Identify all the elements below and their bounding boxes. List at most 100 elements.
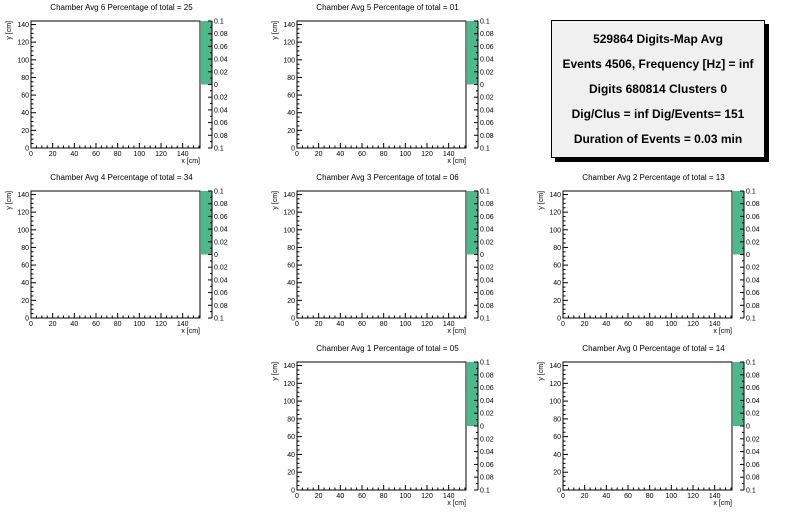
z-tick-label: 0.04: [480, 107, 494, 114]
z-tick-label: 0: [746, 252, 750, 259]
x-tick-label: 100: [133, 321, 145, 328]
chamber-map-1: Chamber Avg 5 Percentage of total = 01 0 2…: [272, 3, 494, 165]
chart-title: Chamber Avg 2 Percentage of total = 13: [582, 173, 725, 182]
x-tick-label: 100: [133, 151, 145, 158]
y-tick-label: 120: [283, 40, 295, 47]
x-tick-label: 40: [70, 151, 78, 158]
palette-fill: [733, 191, 744, 255]
y-tick-label: 20: [287, 128, 295, 135]
x-tick-label: 20: [581, 321, 589, 328]
y-tick-label: 20: [21, 128, 29, 135]
palette-fill: [733, 362, 744, 426]
z-tick-label: 0.08: [214, 31, 228, 38]
x-tick-label: 60: [358, 321, 366, 328]
x-axis-label: x [cm]: [181, 328, 200, 335]
y-tick-label: 0: [291, 316, 295, 323]
x-tick-label: 140: [443, 493, 455, 500]
plot-frame: [562, 361, 733, 491]
z-tick-label: 0.1: [480, 146, 490, 153]
x-tick-label: 120: [421, 321, 433, 328]
palette-fill: [467, 191, 478, 255]
x-tick-label: 80: [646, 321, 654, 328]
x-tick-label: 0: [29, 321, 33, 328]
z-tick-label: 0.04: [480, 227, 494, 234]
info-digits: Digits 680814 Clusters 0: [588, 82, 728, 96]
x-tick-label: 120: [155, 321, 167, 328]
chamber-map-0: Chamber Avg 6 Percentage of total = 25 0 2…: [6, 3, 228, 165]
z-tick-label: 0.04: [746, 449, 760, 456]
z-tick-label: 0.1: [746, 316, 756, 323]
y-tick-label: 120: [17, 210, 29, 217]
x-tick-label: 20: [315, 321, 323, 328]
x-tick-label: 80: [380, 151, 388, 158]
z-tick-label: 0.04: [480, 277, 494, 284]
y-axis-label: y [cm]: [272, 362, 279, 381]
z-tick-label: 0.02: [746, 239, 760, 246]
x-tick-label: 80: [380, 493, 388, 500]
x-tick-label: 100: [399, 321, 411, 328]
y-tick-label: 120: [549, 210, 561, 217]
y-axis-label: y [cm]: [538, 362, 545, 381]
y-tick-label: 40: [553, 280, 561, 287]
x-tick-label: 120: [687, 493, 699, 500]
z-tick-label: 0.04: [480, 449, 494, 456]
x-tick-label: 140: [177, 151, 189, 158]
z-tick-label: 0.08: [480, 201, 494, 208]
plot-frame: [30, 20, 201, 149]
x-tick-label: 0: [561, 321, 565, 328]
z-tick-label: 0.02: [746, 436, 760, 443]
z-tick-label: 0.06: [480, 385, 494, 392]
z-tick-label: 0.04: [214, 227, 228, 234]
x-tick-label: 0: [29, 151, 33, 158]
z-tick-label: 0.1: [480, 189, 490, 196]
chamber-map-3: Chamber Avg 3 Percentage of total = 06 0 2…: [272, 173, 494, 335]
z-tick-label: 0.1: [746, 488, 756, 495]
y-tick-label: 0: [25, 146, 29, 153]
y-tick-label: 140: [17, 192, 29, 199]
z-tick-label: 0.02: [214, 95, 228, 102]
z-tick-label: 0.02: [214, 265, 228, 272]
y-tick-label: 0: [291, 488, 295, 495]
info-duration: Duration of Events = 0.03 min: [573, 132, 743, 146]
x-axis-label: x [cm]: [447, 500, 466, 507]
z-tick-label: 0.04: [480, 398, 494, 405]
z-tick-label: 0.02: [480, 265, 494, 272]
x-tick-label: 60: [92, 321, 100, 328]
info-dig-clus: Dig/Clus = inf Dig/Events= 151: [571, 107, 745, 121]
z-tick-label: 0.1: [214, 146, 224, 153]
y-tick-label: 80: [21, 75, 29, 82]
y-tick-label: 140: [283, 192, 295, 199]
x-tick-label: 120: [687, 321, 699, 328]
y-tick-label: 20: [21, 298, 29, 305]
z-tick-label: 0.06: [746, 214, 760, 221]
y-tick-label: 80: [21, 245, 29, 252]
palette-fill: [201, 191, 212, 255]
z-tick-label: 0.1: [746, 189, 756, 196]
z-tick-label: 0.08: [480, 31, 494, 38]
chamber-map-5: Chamber Avg 1 Percentage of total = 05 0 2…: [272, 344, 494, 507]
x-tick-label: 80: [646, 493, 654, 500]
plot-frame: [562, 190, 733, 319]
y-tick-label: 120: [17, 40, 29, 47]
x-tick-label: 20: [315, 493, 323, 500]
x-tick-label: 40: [70, 321, 78, 328]
z-tick-label: 0.1: [746, 360, 756, 367]
z-tick-label: 0: [480, 82, 484, 89]
y-tick-label: 120: [283, 210, 295, 217]
z-tick-label: 0.06: [746, 385, 760, 392]
y-tick-label: 80: [287, 75, 295, 82]
z-tick-label: 0.1: [480, 488, 490, 495]
x-tick-label: 100: [665, 321, 677, 328]
z-tick-label: 0.06: [480, 462, 494, 469]
z-tick-label: 0.06: [480, 44, 494, 51]
y-tick-label: 140: [283, 363, 295, 370]
chart-title: Chamber Avg 6 Percentage of total = 25: [50, 3, 193, 12]
z-tick-label: 0: [746, 424, 750, 431]
z-tick-label: 0.04: [214, 57, 228, 64]
z-tick-label: 0.06: [480, 290, 494, 297]
y-tick-label: 60: [553, 263, 561, 270]
x-tick-label: 60: [92, 151, 100, 158]
y-tick-label: 40: [553, 452, 561, 459]
y-axis-label: y [cm]: [538, 191, 545, 210]
